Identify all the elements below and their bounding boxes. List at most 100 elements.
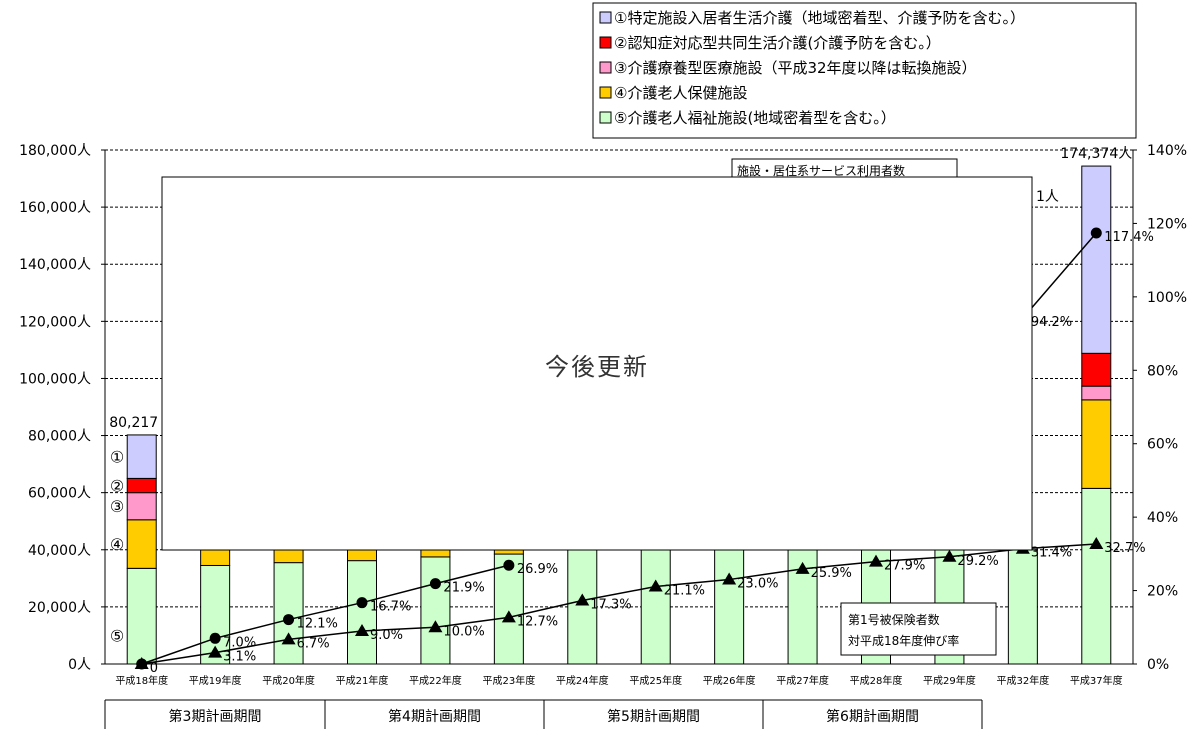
bar-total-label: 80,217 xyxy=(109,415,158,431)
y-left-tick-label: 80,000人 xyxy=(28,429,91,445)
y-left-tick-label: 20,000人 xyxy=(28,600,91,616)
bar-segment-s5 xyxy=(347,560,377,665)
stack-marker: ③ xyxy=(110,497,124,516)
y-left-tick-label: 0人 xyxy=(68,657,91,673)
insured-data-label: 21.1% xyxy=(664,584,705,599)
insured-data-label: 25.9% xyxy=(811,566,852,581)
axes: 0人 20,000人 40,000人 60,000人 80,000人 100,000人 12… xyxy=(19,143,1187,687)
legend-label-s2: ②認知症対応型共同生活介護(介護予防を含む。） xyxy=(614,34,941,52)
circle-marker xyxy=(503,559,515,571)
circle-marker xyxy=(283,614,295,626)
annotation-service-text: 施設・居住系サービス利用者数 xyxy=(737,163,905,178)
bars xyxy=(126,165,1112,665)
bar-segment-s2 xyxy=(126,477,157,494)
circle-marker xyxy=(209,632,221,644)
service-data-label: 16.7% xyxy=(370,600,411,615)
annotation-insured: 第1号被保険者数 対平成18年度伸び率 xyxy=(840,602,997,656)
bar-segment-s5 xyxy=(714,549,745,665)
insured-data-label: 10.0% xyxy=(443,624,484,639)
annotation-insured-line2: 対平成18年度伸び率 xyxy=(848,633,959,648)
legend-swatch-s4 xyxy=(599,86,612,99)
bar-segment-s2 xyxy=(1081,352,1112,387)
insured-data-label: 31.4% xyxy=(1031,546,1072,561)
y-right-tick-label: 40% xyxy=(1147,510,1178,526)
legend-swatch-s3 xyxy=(599,61,612,74)
x-tick-label: 平成28年度 xyxy=(850,674,903,687)
x-tick-label: 平成19年度 xyxy=(189,674,242,687)
period-table: 第3期計画期間 第4期計画期間 第5期計画期間 第6期計画期間 xyxy=(104,699,983,729)
bar-segment-s5 xyxy=(1081,487,1112,665)
x-tick-label: 平成27年度 xyxy=(776,674,829,687)
bar-segment-s4 xyxy=(1081,399,1112,489)
legend-label-s3: ③介護療養型医療施設（平成32年度以降は転換施設） xyxy=(614,59,977,77)
legend-swatch-s5 xyxy=(599,111,612,124)
bar-segment-s5 xyxy=(1007,549,1038,665)
service-data-label: 7.0% xyxy=(223,635,256,650)
x-tick-label: 平成21年度 xyxy=(336,674,389,687)
service-data-label: 12.1% xyxy=(297,617,338,632)
stack-marker: ⑤ xyxy=(110,626,124,645)
bar-segment-s1 xyxy=(1081,165,1112,354)
period-label: 第3期計画期間 xyxy=(169,708,262,725)
y-left-tick-label: 120,000人 xyxy=(19,314,91,330)
data-labels: 80,217 174,374人 ① ②③ ④ ⑤ 3.1% 6.7% 9.0% 10.0% 12.7… xyxy=(109,146,1154,676)
x-tick-label: 平成37年度 xyxy=(1070,674,1123,687)
legend: ①特定施設入居者生活介護（地域密着型、介護予防を含む。） ②認知症対応型共同生活介… xyxy=(592,2,1137,139)
triangle-marker xyxy=(795,561,810,574)
period-label: 第4期計画期間 xyxy=(388,708,481,725)
insured-data-label: 6.7% xyxy=(297,636,330,651)
triangle-marker xyxy=(208,645,223,658)
bar-segment-s3 xyxy=(1081,385,1112,401)
x-tick-label: 平成32年度 xyxy=(996,674,1049,687)
bar-segment-s5 xyxy=(126,567,157,665)
y-left-tick-label: 100,000人 xyxy=(19,371,91,387)
insured-data-label: 29.2% xyxy=(957,554,998,569)
y-right-tick-label: 20% xyxy=(1147,584,1178,600)
series-line-insured xyxy=(141,543,1097,665)
triangle-marker xyxy=(1089,536,1104,549)
partial-label: 1人 xyxy=(1036,189,1059,205)
service-data-label: 21.9% xyxy=(443,581,484,596)
service-data-label: 26.9% xyxy=(517,562,558,577)
legend-label-s1: ①特定施設入居者生活介護（地域密着型、介護予防を含む。） xyxy=(614,9,1025,27)
legend-swatch-s2 xyxy=(599,36,612,49)
circle-marker xyxy=(1090,227,1102,239)
period-label: 第5期計画期間 xyxy=(607,708,700,725)
triangle-marker xyxy=(648,579,663,592)
insured-data-label: 17.3% xyxy=(590,597,631,612)
triangle-marker xyxy=(869,554,883,567)
circle-marker xyxy=(356,597,368,609)
stack-marker: ② xyxy=(110,477,124,496)
service-data-label: 0 xyxy=(150,661,158,676)
x-tick-label: 平成23年度 xyxy=(482,674,535,687)
legend-label-s4: ④介護老人保健施設 xyxy=(614,84,747,102)
y-left-tick-label: 60,000人 xyxy=(28,486,91,502)
triangle-marker xyxy=(942,549,957,562)
circle-marker xyxy=(429,578,441,590)
y-right-tick-label: 80% xyxy=(1147,363,1178,379)
period-label: 第6期計画期間 xyxy=(826,708,919,725)
triangle-marker xyxy=(355,623,369,636)
overlay-text: 今後更新 xyxy=(545,353,649,381)
stack-marker: ④ xyxy=(110,535,124,554)
x-tick-label: 平成20年度 xyxy=(262,674,315,687)
y-right-tick-label: 140% xyxy=(1147,143,1187,159)
triangle-marker xyxy=(722,572,737,585)
service-data-label: 117.4% xyxy=(1104,230,1154,245)
insured-data-label: 23.0% xyxy=(737,577,778,592)
triangle-marker xyxy=(428,620,443,633)
annotation-service: 施設・居住系サービス利用者数 xyxy=(731,158,958,180)
triangle-marker xyxy=(281,632,296,645)
y-left-tick-label: 140,000人 xyxy=(19,257,91,273)
bar-segment-s5 xyxy=(567,549,598,665)
service-data-label: 94.2% xyxy=(1031,315,1072,330)
y-right-tick-label: 60% xyxy=(1147,437,1178,453)
annotation-insured-line1: 第1号被保険者数 xyxy=(848,612,940,627)
y-left-tick-label: 180,000人 xyxy=(19,143,91,159)
x-tick-label: 平成29年度 xyxy=(923,674,976,687)
bar-segment-s1 xyxy=(126,434,157,479)
insured-data-label: 32.7% xyxy=(1104,541,1145,556)
insured-data-label: 12.7% xyxy=(517,614,558,629)
y-left-tick-label: 160,000人 xyxy=(19,200,91,216)
